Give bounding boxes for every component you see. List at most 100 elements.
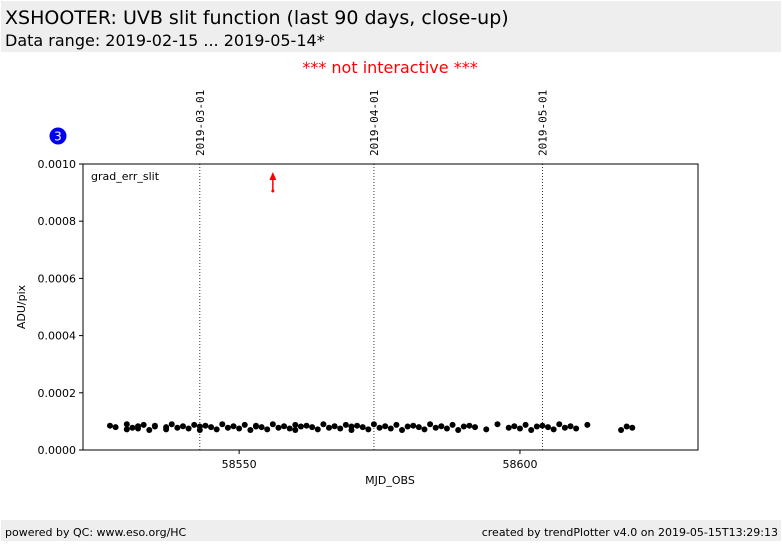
data-point [556,421,563,428]
data-point [264,426,271,433]
data-point [567,423,574,430]
data-point [460,423,467,430]
y-tick-label: 0.0008 [38,215,77,228]
data-point [174,424,181,431]
data-point [354,422,361,429]
date-label: 2019-03-01 [194,90,207,156]
data-point [573,425,580,432]
data-point [241,421,248,428]
data-point [410,422,417,429]
data-point [449,421,456,428]
data-point [438,423,445,430]
footer-left: powered by QC: www.eso.org/HC [5,526,187,539]
offscale-arrow-part [271,189,275,193]
data-point [292,426,299,433]
data-point [196,423,203,430]
y-tick-label: 0.0010 [38,158,77,171]
data-point [151,422,158,429]
footer-band [1,520,781,541]
data-point [224,424,231,431]
data-point [309,424,316,431]
data-point [252,422,259,429]
data-point [382,423,389,430]
data-point [393,421,400,428]
data-point [629,424,636,431]
data-point [522,421,529,428]
x-tick-label: 58600 [502,458,537,471]
data-point [140,421,147,428]
data-point [202,422,209,429]
data-point [455,426,462,433]
data-point [404,423,411,430]
data-point [269,421,276,428]
data-point [387,425,394,432]
data-point [191,421,198,428]
data-point [168,421,175,428]
header-band [1,1,781,52]
data-point [281,423,288,430]
data-point [342,421,349,428]
page-title: XSHOOTER: UVB slit function (last 90 day… [5,7,509,29]
data-point [213,426,220,433]
offscale-marker [269,172,277,193]
data-point [584,421,591,428]
data-point [331,423,338,430]
data-point [348,423,355,430]
data-point [297,423,304,430]
data-point [528,426,535,433]
data-point [483,426,490,433]
series-label: grad_err_slit [91,170,160,183]
data-point [505,424,512,431]
data-point [236,425,243,432]
date-label: 2019-04-01 [368,90,381,156]
data-point [516,425,523,432]
data-point [292,421,299,428]
data-point [303,422,310,429]
data-point [106,422,113,429]
badge-label: 3 [54,130,62,144]
data-point [511,423,518,430]
y-tick-label: 0.0000 [38,444,77,457]
data-point [146,426,153,433]
data-point [415,424,422,431]
data-point [185,425,192,432]
y-tick-label: 0.0002 [38,387,77,400]
data-point [533,423,540,430]
data-point [618,426,625,433]
data-point [376,424,383,431]
data-point [365,426,372,433]
data-point [123,426,130,433]
data-point [326,424,332,431]
page-subtitle: Data range: 2019-02-15 ... 2019-05-14* [5,31,325,50]
data-point [337,425,344,432]
y-axis-label: ADU/pix [15,284,28,329]
data-point [561,424,568,431]
data-point [539,422,546,429]
x-axis-label: MJD_OBS [365,474,415,487]
data-point [163,426,170,433]
data-point [258,424,265,431]
data-point [472,424,479,431]
data-point [286,425,293,432]
x-tick-label: 58550 [222,458,257,471]
data-point [466,422,473,429]
y-tick-label: 0.0004 [38,330,77,343]
badge [49,127,67,145]
data-point [208,424,215,431]
footer-right: created by trendPlotter v4.0 on 2019-05-… [482,526,778,539]
data-point [623,423,630,430]
data-point [359,424,366,431]
data-point [112,424,119,431]
data-point [550,426,557,433]
y-tick-label: 0.0006 [38,272,77,285]
data-point [314,426,321,433]
data-point [219,421,226,428]
data-point [230,423,237,430]
plot-frame [82,163,699,451]
data-point [135,425,142,432]
data-point [129,424,136,431]
date-label: 2019-05-01 [536,90,549,156]
data-point [320,421,327,428]
offscale-arrow-part [269,172,277,180]
